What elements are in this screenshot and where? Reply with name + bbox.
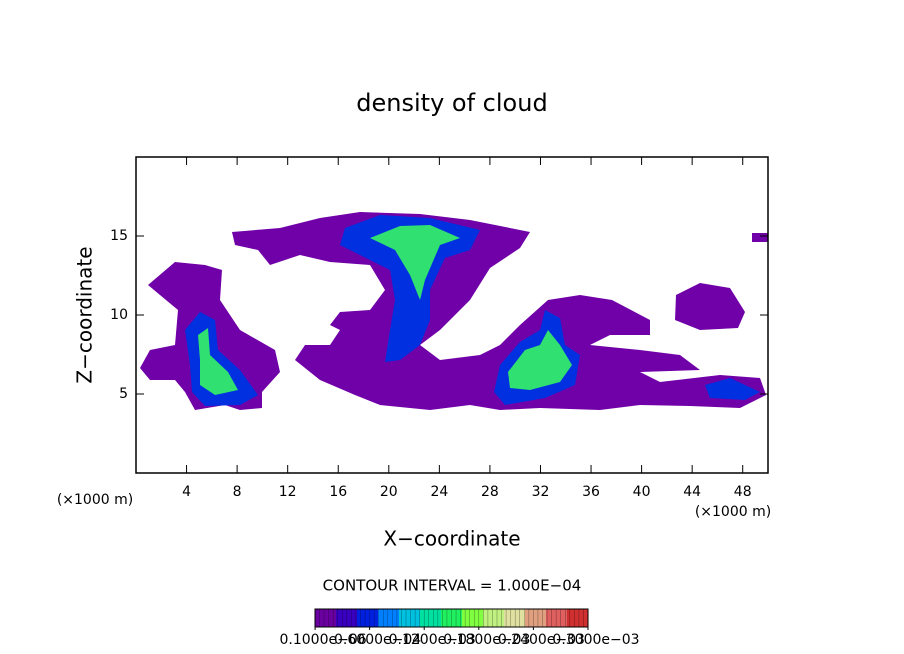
x-axis-label: X−coordinate — [383, 527, 520, 551]
y-tick-label: 15 — [110, 228, 128, 244]
colorbar-tick-label: 0.2400e−03 — [498, 632, 585, 648]
colorbar-tick-label: 0.1200e−03 — [389, 632, 476, 648]
colorbar-swatch — [567, 609, 589, 627]
x-tick-label: 48 — [734, 484, 752, 500]
cloud-region — [705, 378, 760, 400]
x-tick-label: 44 — [683, 484, 701, 500]
x-tick-label: 20 — [380, 484, 398, 500]
x-unit-label: (×1000 m) — [695, 504, 771, 520]
cloud-region — [232, 212, 766, 410]
colorbar-swatch — [441, 609, 463, 627]
x-tick-label: 32 — [532, 484, 550, 500]
colorbar-swatch — [504, 609, 526, 627]
y-tick-label: 5 — [119, 386, 128, 402]
colorbar-swatch — [378, 609, 400, 627]
y-tick-label: 10 — [110, 307, 128, 323]
cloud-field — [140, 212, 768, 410]
chart-title: density of cloud — [356, 89, 547, 117]
colorbar-tick-label: 0.1000e−06 — [280, 632, 367, 648]
cloud-region — [370, 225, 460, 300]
x-tick-label: 8 — [233, 484, 242, 500]
contour-interval: CONTOUR INTERVAL = 1.000E−04 — [323, 577, 582, 595]
colorbar-tick-label: 0.6000e−04 — [334, 632, 421, 648]
x-unit-label: (×1000 m) — [57, 492, 133, 508]
x-tick-label: 16 — [329, 484, 347, 500]
colorbar-swatch — [546, 609, 568, 627]
x-tick-label: 40 — [633, 484, 651, 500]
colorbar-tick-label: 0.1800e−03 — [443, 632, 530, 648]
cloud-region — [508, 330, 572, 390]
colorbar-tick-label: 0.3000e−03 — [552, 632, 639, 648]
colorbar-swatch — [357, 609, 379, 627]
x-tick-label: 12 — [279, 484, 297, 500]
colorbar-swatch — [483, 609, 505, 627]
x-tick-label: 28 — [481, 484, 499, 500]
colorbar-swatch — [315, 609, 337, 627]
cloud-region — [340, 215, 480, 362]
x-tick-label: 24 — [430, 484, 448, 500]
colorbar-swatch — [420, 609, 442, 627]
colorbar-swatch — [399, 609, 421, 627]
cloud-region — [198, 328, 238, 395]
colorbar-swatch — [462, 609, 484, 627]
cloud-region — [752, 233, 768, 242]
x-tick-label: 36 — [582, 484, 600, 500]
x-tick-label: 4 — [182, 484, 191, 500]
y-axis-label: Z−coordinate — [73, 246, 97, 383]
cloud-region — [675, 283, 745, 330]
colorbar-swatch — [525, 609, 547, 627]
colorbar-frame — [314, 608, 589, 628]
